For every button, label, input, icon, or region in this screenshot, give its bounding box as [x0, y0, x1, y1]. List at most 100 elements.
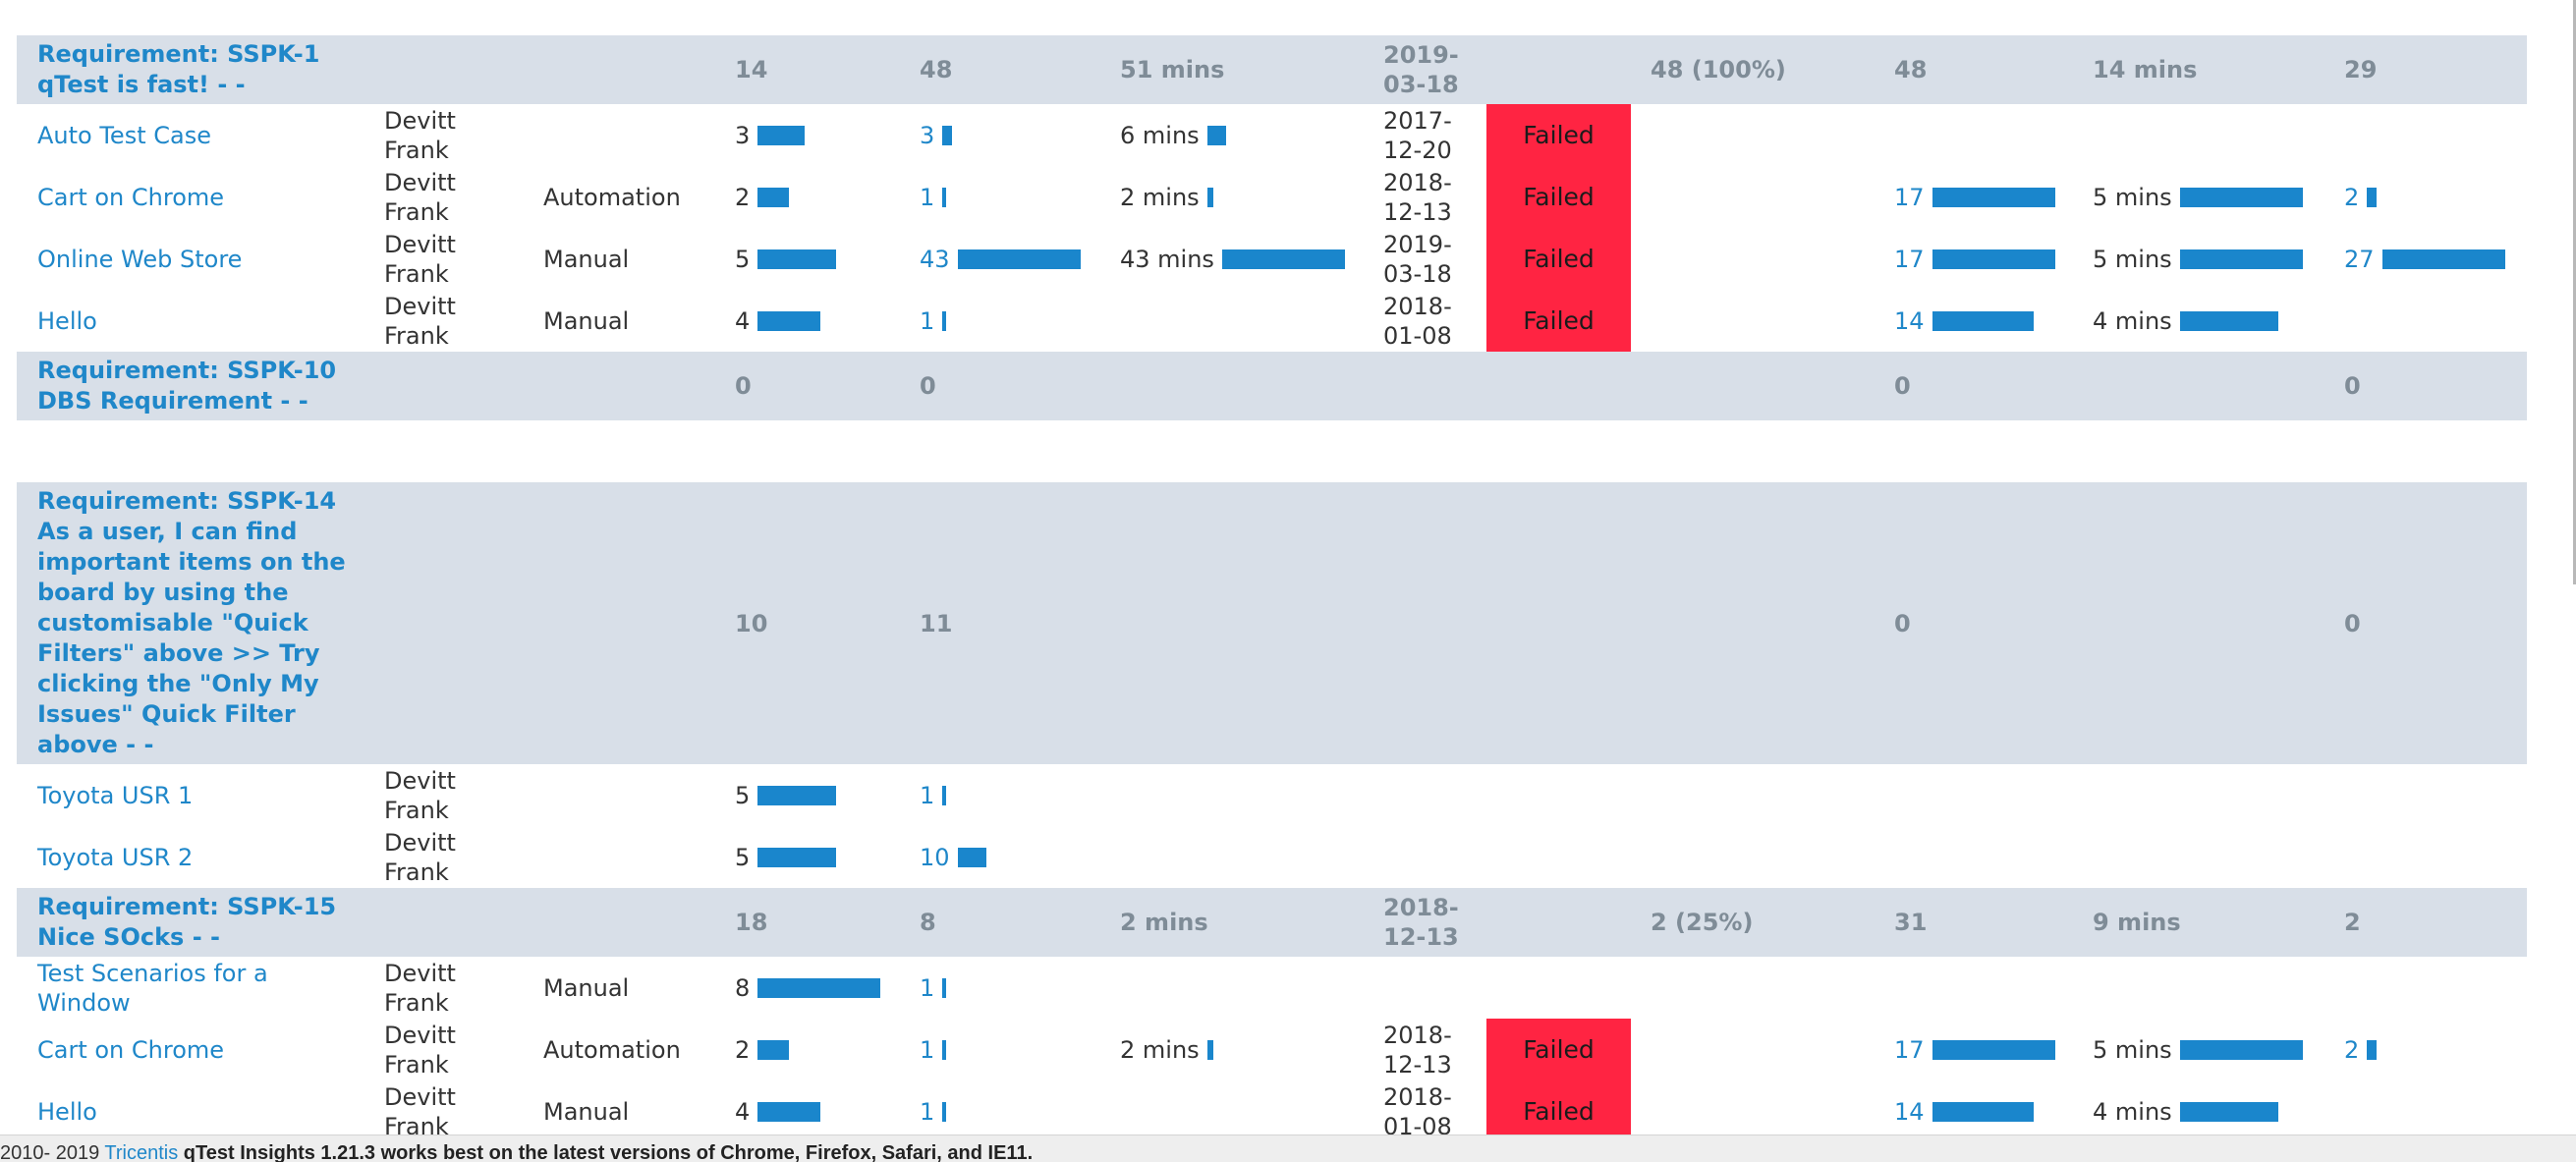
req-open-defects: 0 [2344, 609, 2361, 637]
executions-metric-value[interactable]: 1 [920, 1035, 935, 1064]
executions-metric-bar [942, 187, 947, 207]
req-defects: 0 [1894, 609, 1911, 637]
duration-metric-value: 2 mins [1120, 1035, 1200, 1064]
test-case-type: Automation [543, 183, 681, 211]
defects-metric-value[interactable]: 17 [1894, 183, 1925, 211]
test-case-row: Hello Devitt Frank Manual 4 1 2018- 01-08 Failed… [17, 1080, 2527, 1142]
executions-metric-value[interactable]: 1 [920, 973, 935, 1002]
open-defects-metric-value[interactable]: 2 [2344, 183, 2360, 211]
executions-metric-value[interactable]: 1 [920, 781, 935, 809]
runs-metric-value: 3 [735, 121, 751, 149]
footer-browser-message: qTest Insights 1.21.3 works best on the … [183, 1142, 1034, 1162]
test-case-link[interactable]: Toyota USR 2 [37, 843, 194, 871]
defects-metric-value[interactable]: 17 [1894, 1035, 1925, 1064]
executions-metric-value[interactable]: 1 [920, 1097, 935, 1126]
status-failed-badge: Failed [1486, 166, 1631, 228]
req-total-runs: 18 [735, 909, 768, 936]
executions-metric-value[interactable]: 10 [920, 843, 950, 871]
status-failed-badge: Failed [1486, 104, 1631, 166]
requirement-row: Requirement: SSPK-15 Nice SOcks - - 18 8 2 m… [17, 888, 2527, 957]
executions-metric-value[interactable]: 1 [920, 306, 935, 335]
test-case-row: Toyota USR 1 Devitt Frank 5 1 [17, 764, 2527, 826]
req-defects: 48 [1894, 56, 1928, 83]
req-failed-percent: 48 (100%) [1651, 56, 1786, 83]
defect-time-metric-bar [2179, 187, 2303, 207]
runs-metric-bar [757, 1101, 821, 1122]
executions-metric-bar [957, 249, 1081, 269]
executions-metric-bar [942, 1101, 947, 1122]
defects-metric-value[interactable]: 17 [1894, 245, 1925, 273]
req-executions: 8 [920, 909, 936, 936]
test-case-row: Auto Test Case Devitt Frank 3 3 6 mins 2017- 12… [17, 104, 2527, 166]
footer-copyright: 2010- 2019 [0, 1142, 100, 1162]
test-case-row: Cart on Chrome Devitt Frank Automation 2 1 2 m… [17, 1019, 2527, 1080]
duration-metric-bar [1206, 1039, 1213, 1060]
test-case-link[interactable]: Toyota USR 1 [37, 781, 194, 809]
requirement-title-link[interactable]: Requirement: SSPK-15 Nice SOcks - - [37, 893, 337, 951]
executions-metric-bar [957, 847, 986, 867]
defects-metric-value[interactable]: 14 [1894, 1097, 1925, 1126]
defect-time-metric-value: 5 mins [2093, 245, 2172, 273]
runs-metric-value: 4 [735, 306, 751, 335]
duration-metric-bar [1206, 125, 1226, 145]
duration-metric-bar [1221, 249, 1345, 269]
executions-metric-value[interactable]: 1 [920, 183, 935, 211]
defect-time-metric-value: 4 mins [2093, 306, 2172, 335]
runs-metric-value: 5 [735, 843, 751, 871]
test-case-row: Test Scenarios for a Window Devitt Frank Man… [17, 957, 2527, 1019]
executions-metric-value[interactable]: 3 [920, 121, 935, 149]
test-case-type: Automation [543, 1035, 681, 1064]
test-case-link[interactable]: Online Web Store [37, 245, 243, 273]
defects-metric-bar [1932, 1039, 2055, 1060]
test-case-link[interactable]: Auto Test Case [37, 121, 211, 149]
req-open-defects: 0 [2344, 372, 2361, 400]
req-duration: 2 mins [1120, 909, 1208, 936]
test-case-link[interactable]: Cart on Chrome [37, 183, 225, 211]
req-open-defects: 2 [2344, 909, 2361, 936]
open-defects-metric-value[interactable]: 2 [2344, 1035, 2360, 1064]
req-last-run-date: 2019- 03-18 [1383, 41, 1459, 98]
test-case-type: Manual [543, 245, 630, 273]
page-footer: 2010- 2019 Tricentis qTest Insights 1.21… [0, 1134, 2576, 1162]
defect-time-metric-bar [2179, 1039, 2303, 1060]
requirement-title-link[interactable]: Requirement: SSPK-10 DBS Requirement - - [37, 357, 337, 415]
runs-metric-bar [757, 187, 790, 207]
req-defects: 0 [1894, 372, 1911, 400]
requirement-title-link[interactable]: Requirement: SSPK-1 qTest is fast! - - [37, 40, 320, 98]
assignee-name: Devitt Frank [384, 766, 456, 824]
assignee-name: Devitt Frank [384, 1082, 456, 1140]
assignee-name: Devitt Frank [384, 106, 456, 164]
runs-metric-bar [757, 125, 806, 145]
requirement-row: Requirement: SSPK-1 qTest is fast! - - 14 4… [17, 35, 2527, 104]
test-case-link[interactable]: Test Scenarios for a Window [37, 959, 268, 1017]
scrollbar-track[interactable] [2550, 0, 2576, 1134]
executions-metric-bar [942, 1039, 947, 1060]
open-defects-metric-value[interactable]: 27 [2344, 245, 2375, 273]
runs-metric-value: 2 [735, 183, 751, 211]
scrollbar-thumb[interactable] [2573, 0, 2576, 584]
req-failed-percent: 2 (25%) [1651, 909, 1754, 936]
duration-metric-value: 43 mins [1120, 245, 1214, 273]
defects-metric-bar [1932, 1101, 2034, 1122]
defect-time-metric-value: 4 mins [2093, 1097, 2172, 1126]
runs-metric-bar [757, 1039, 790, 1060]
executions-metric-value[interactable]: 43 [920, 245, 950, 273]
defect-time-metric-bar [2179, 1101, 2278, 1122]
tricentis-link[interactable]: Tricentis [104, 1142, 179, 1162]
defects-metric-value[interactable]: 14 [1894, 306, 1925, 335]
test-case-link[interactable]: Hello [37, 1097, 97, 1126]
req-executions: 48 [920, 56, 953, 83]
test-case-link[interactable]: Hello [37, 306, 97, 335]
defects-metric-bar [1932, 187, 2055, 207]
test-case-link[interactable]: Cart on Chrome [37, 1035, 225, 1064]
runs-metric-value: 5 [735, 781, 751, 809]
req-executions: 0 [920, 372, 936, 400]
runs-metric-bar [757, 310, 821, 331]
defects-metric-bar [1932, 310, 2034, 331]
defect-time-metric-value: 5 mins [2093, 1035, 2172, 1064]
duration-metric-bar [1206, 187, 1213, 207]
assignee-name: Devitt Frank [384, 959, 456, 1017]
req-last-run-date: 2018- 12-13 [1383, 894, 1459, 951]
req-defect-time: 14 mins [2093, 56, 2198, 83]
requirement-title-link[interactable]: Requirement: SSPK-14 As a user, I can fin… [37, 487, 346, 758]
